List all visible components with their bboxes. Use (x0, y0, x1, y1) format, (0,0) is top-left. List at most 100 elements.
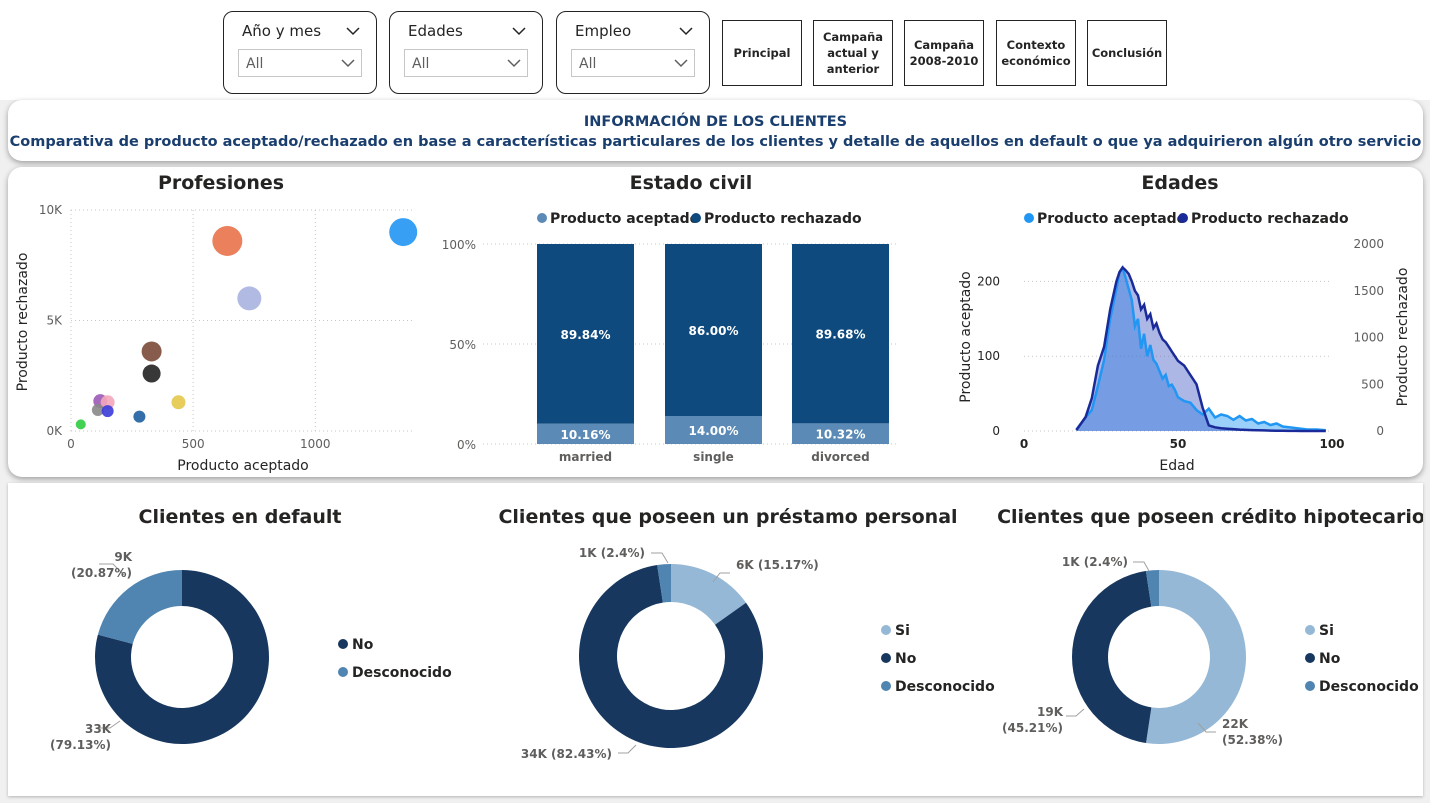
bar-segment-rechazado (792, 244, 889, 424)
y-right-tick-label: 1000 (1353, 331, 1384, 345)
nav-principal-button[interactable]: Principal (722, 20, 802, 86)
nav-campana-actual-button[interactable]: Campaña actual y anterior (813, 20, 893, 86)
leader-line (712, 572, 730, 583)
y-tick-label: 0K (46, 424, 63, 438)
leader-line (99, 563, 125, 576)
y-tick-label: 0% (457, 438, 476, 452)
chart-title: Clientes que poseen crédito hipotecario (997, 506, 1423, 528)
leader-line (651, 552, 669, 564)
bar-segment-aceptado (665, 416, 762, 444)
slicer-label: Año y mes (242, 22, 322, 40)
page-title: INFORMACIÓN DE LOS CLIENTES (583, 114, 848, 130)
data-label: 1K (2.4%) (1062, 555, 1128, 569)
slicer-label: Edades (408, 22, 463, 40)
x-tick-label: single (693, 450, 734, 464)
legend-item: No (1319, 651, 1341, 667)
scatter-point (91, 404, 104, 417)
slicer-edades[interactable]: Edades All (389, 11, 543, 94)
x-tick-label: married (559, 450, 612, 464)
legend-item: Producto aceptado (550, 211, 700, 227)
data-label: (79.13%) (50, 738, 111, 752)
legend-item: Producto aceptado (1037, 211, 1187, 227)
donut-slice-desconocido (657, 564, 671, 603)
scatter-point (141, 341, 162, 362)
area-fill-rechazado (1076, 267, 1326, 431)
donut-slice-desconocido (97, 570, 182, 644)
y-right-tick-label: 500 (1361, 377, 1384, 391)
line-rechazado (1075, 265, 1326, 433)
info-header-card: INFORMACIÓN DE LOS CLIENTES Comparativa … (8, 100, 1423, 161)
donuts-panel: Clientes en default Clientes que poseen … (8, 483, 1425, 796)
y-axis-right-label: Producto rechazado (1395, 268, 1411, 407)
scatter-chart-profesiones: Profesiones Producto aceptado Producto r… (15, 172, 418, 474)
legend-marker (338, 639, 348, 649)
slicer-dropdown[interactable]: All (571, 49, 695, 77)
chart-title: Profesiones (158, 172, 284, 194)
slicer-dropdown[interactable]: All (404, 49, 528, 77)
chevron-down-icon (341, 59, 355, 68)
donut-slice-desconocido (1145, 570, 1159, 607)
x-axis-label: Producto aceptado (177, 458, 308, 474)
scatter-point (212, 225, 243, 256)
data-label: 34K (82.43%) (521, 747, 612, 761)
chevron-up-icon[interactable] (679, 26, 693, 36)
y-tick-label: 100 (977, 349, 1000, 363)
slicer-value: All (246, 56, 264, 72)
donut-slice-no (579, 565, 763, 748)
legend-item: Desconocido (895, 679, 995, 695)
charts-row-top: Profesiones Producto aceptado Producto r… (15, 172, 1411, 474)
leader-line (1066, 708, 1085, 717)
y-right-tick-label: 1500 (1353, 284, 1384, 298)
bar-segment-aceptado (537, 423, 634, 444)
legend-marker (881, 625, 891, 635)
data-label: 19K (1037, 705, 1064, 719)
data-label: 33K (85, 722, 112, 736)
data-label: 86.00% (689, 324, 739, 338)
legend-item: No (352, 637, 374, 653)
chevron-up-icon[interactable] (512, 26, 526, 36)
scatter-point (100, 395, 115, 410)
legend-item: Si (1319, 623, 1334, 639)
chevron-up-icon[interactable] (346, 26, 360, 36)
slicer-empleo[interactable]: Empleo All (556, 11, 710, 94)
x-tick-label: 0 (67, 437, 75, 451)
slicer-dropdown[interactable]: All (238, 49, 362, 77)
chart-title: Clientes que poseen un préstamo personal (498, 506, 957, 528)
legend-marker (1178, 213, 1188, 223)
donut-slice-si (1146, 570, 1246, 744)
scatter-point (133, 410, 146, 423)
legend-item: No (895, 651, 917, 667)
scatter-point (389, 218, 418, 247)
y-tick-label: 5K (46, 314, 63, 328)
y-right-tick-label: 0 (1376, 424, 1384, 438)
data-label: (52.38%) (1222, 733, 1283, 747)
slicer-ano-mes[interactable]: Año y mes All (223, 11, 377, 94)
chevron-down-icon (674, 59, 688, 68)
leader-line (618, 744, 637, 754)
leader-line (1133, 561, 1150, 572)
y-tick-label: 0 (992, 424, 1000, 438)
y-tick-label: 50% (449, 338, 476, 352)
data-label: 89.68% (816, 328, 866, 342)
data-label: 9K (114, 550, 132, 564)
legend-marker (1305, 625, 1315, 635)
slicer-value: All (412, 56, 430, 72)
data-label: 1K (2.4%) (579, 546, 645, 560)
data-label: 89.84% (561, 328, 611, 342)
nav-contexto-button[interactable]: Contexto económico (996, 20, 1076, 86)
legend-item: Si (895, 623, 910, 639)
x-tick-label: 50 (1170, 437, 1187, 451)
x-tick-label: 1000 (300, 437, 331, 451)
scatter-point (142, 364, 161, 383)
x-tick-label: 100 (1319, 437, 1344, 451)
y-tick-label: 100% (442, 238, 476, 252)
data-label: 6K (15.17%) (736, 558, 819, 572)
legend-marker (881, 681, 891, 691)
nav-campana-2008-button[interactable]: Campaña 2008-2010 (904, 20, 984, 86)
nav-conclusion-button[interactable]: Conclusión (1087, 20, 1167, 86)
y-right-tick-label: 2000 (1353, 237, 1384, 251)
chart-title: Clientes en default (139, 506, 342, 528)
donut-slice-no (95, 570, 269, 744)
scatter-point (101, 405, 114, 418)
scatter-point (237, 286, 262, 311)
